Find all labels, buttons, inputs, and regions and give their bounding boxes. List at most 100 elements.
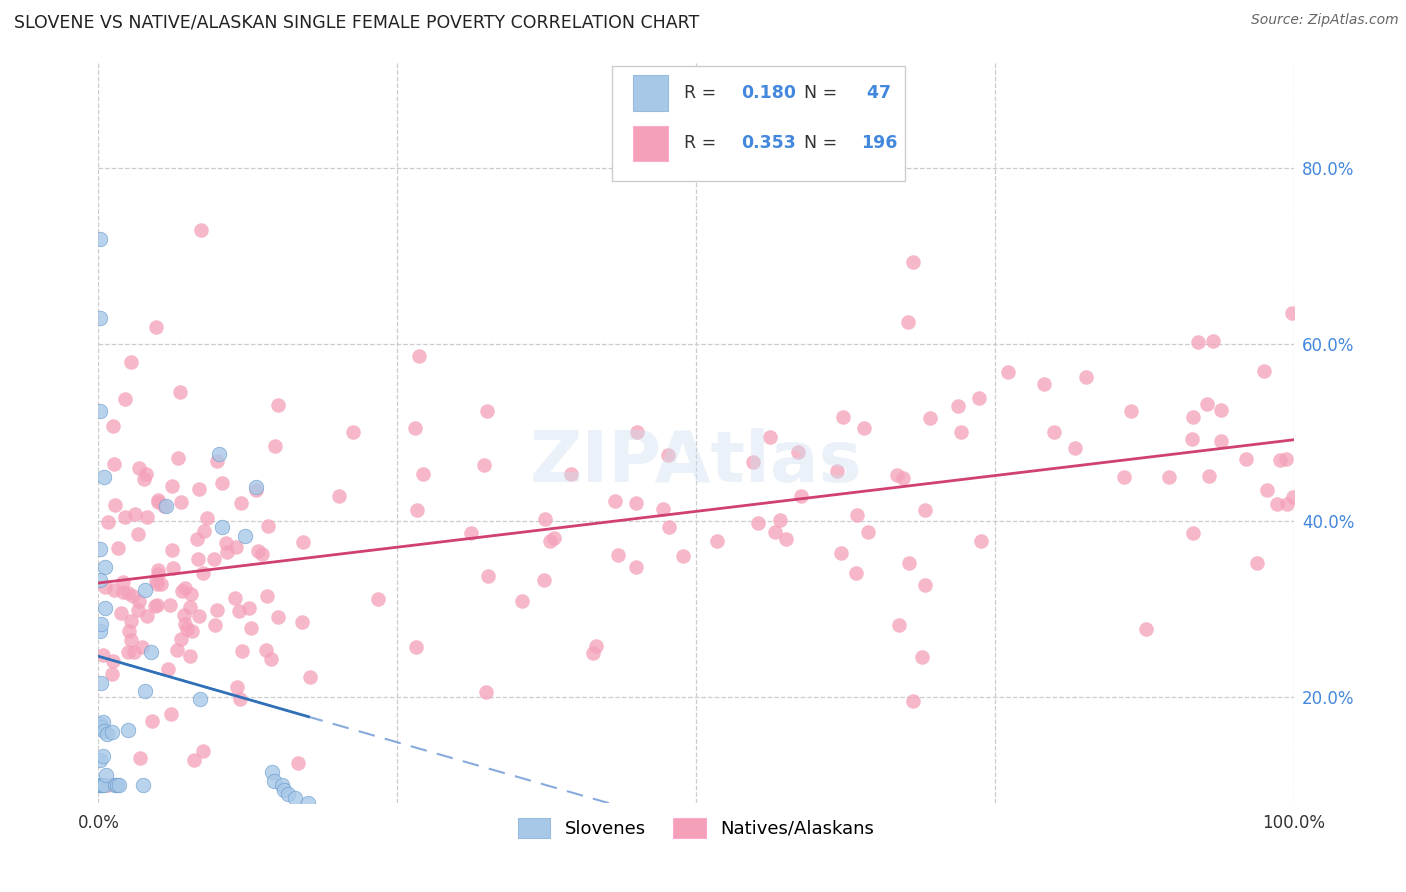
Point <box>93 560 115 574</box>
Point <box>1268 452 1291 467</box>
Point <box>292 535 315 549</box>
Point <box>949 425 972 439</box>
Point <box>897 315 920 329</box>
Point <box>104 498 127 512</box>
Point <box>145 319 167 334</box>
Point <box>169 385 191 400</box>
Point <box>914 503 936 517</box>
Point <box>136 608 159 623</box>
Point <box>114 392 136 407</box>
Point <box>127 603 149 617</box>
Point <box>146 598 169 612</box>
Text: 47: 47 <box>860 84 891 102</box>
Point <box>342 425 364 439</box>
Point <box>111 584 134 599</box>
Point <box>626 560 648 574</box>
Point <box>747 516 769 530</box>
Point <box>160 479 183 493</box>
Point <box>911 650 934 665</box>
Text: N =: N = <box>804 135 842 153</box>
Point <box>131 640 153 654</box>
Point <box>1275 451 1298 466</box>
Point <box>1033 376 1056 391</box>
Point <box>1281 306 1303 320</box>
Point <box>225 540 247 554</box>
Point <box>90 778 112 792</box>
Point <box>790 489 813 503</box>
Point <box>1121 404 1143 418</box>
Point <box>1211 434 1233 448</box>
Point <box>1181 525 1204 540</box>
Point <box>94 768 117 782</box>
Point <box>89 720 111 734</box>
Point <box>475 684 498 698</box>
Text: 196: 196 <box>860 135 897 153</box>
Point <box>889 618 911 632</box>
Point <box>191 566 214 580</box>
Point <box>96 726 118 740</box>
Point <box>93 724 115 739</box>
Point <box>103 582 125 597</box>
Point <box>190 223 212 237</box>
Point <box>89 311 111 326</box>
Legend: Slovenes, Natives/Alaskans: Slovenes, Natives/Alaskans <box>510 810 882 846</box>
Point <box>170 632 193 646</box>
Point <box>832 410 855 425</box>
Point <box>1182 410 1205 425</box>
Point <box>188 692 211 706</box>
Point <box>101 419 124 434</box>
Point <box>543 531 565 545</box>
Point <box>460 525 482 540</box>
Point <box>245 483 267 497</box>
Point <box>90 720 112 734</box>
Point <box>1282 491 1305 505</box>
Point <box>141 714 163 729</box>
Point <box>120 632 142 647</box>
Point <box>856 525 879 540</box>
Point <box>247 544 270 558</box>
Point <box>143 599 166 614</box>
Point <box>1135 622 1157 636</box>
Point <box>759 430 782 444</box>
Point <box>118 624 141 638</box>
Point <box>741 455 763 469</box>
Point <box>211 476 233 491</box>
Point <box>224 591 246 606</box>
Point <box>107 778 129 792</box>
Point <box>132 778 155 792</box>
Point <box>153 499 176 513</box>
FancyBboxPatch shape <box>633 75 668 111</box>
Point <box>405 640 427 654</box>
Point <box>328 489 350 503</box>
Point <box>510 593 533 607</box>
Point <box>607 548 630 562</box>
Point <box>946 400 969 414</box>
Point <box>997 365 1019 379</box>
Point <box>89 753 111 767</box>
Point <box>183 753 205 767</box>
Text: R =: R = <box>685 135 721 153</box>
Point <box>146 495 169 509</box>
Point <box>149 577 172 591</box>
Point <box>205 603 228 617</box>
Point <box>845 508 868 522</box>
Point <box>89 717 111 731</box>
Point <box>204 618 226 632</box>
Point <box>477 569 499 583</box>
Point <box>91 749 114 764</box>
Point <box>134 683 156 698</box>
Point <box>533 573 555 587</box>
Point <box>91 778 114 792</box>
Point <box>287 756 309 771</box>
Point <box>187 482 209 496</box>
Point <box>367 591 389 606</box>
Point <box>267 398 290 412</box>
Point <box>1181 432 1204 446</box>
Point <box>291 615 314 629</box>
Point <box>145 574 167 589</box>
FancyBboxPatch shape <box>613 66 905 181</box>
Point <box>207 454 229 468</box>
Point <box>1275 497 1298 511</box>
Point <box>475 404 498 418</box>
Point <box>135 467 157 482</box>
